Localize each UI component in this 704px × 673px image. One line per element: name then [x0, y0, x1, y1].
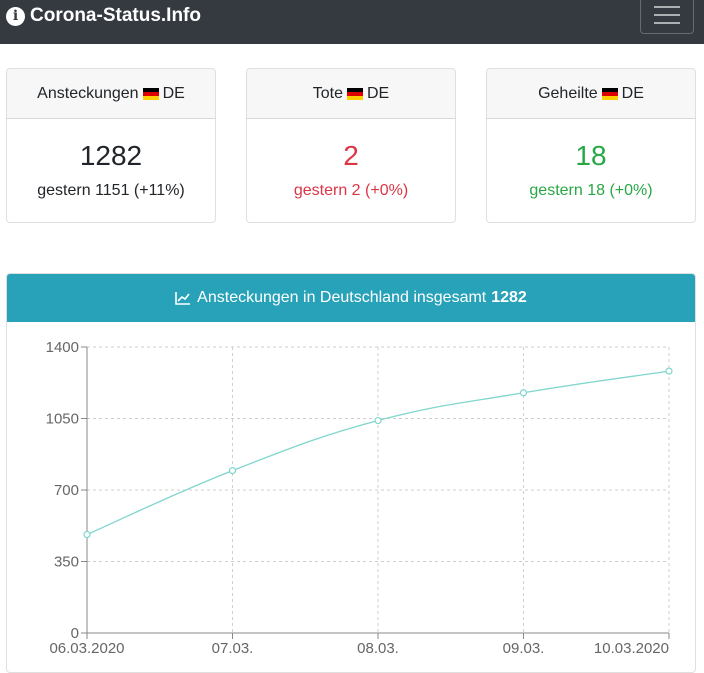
country-code: DE	[162, 84, 185, 102]
stat-yesterday: gestern 18 (+0%)	[529, 182, 653, 199]
navbar-toggler-button[interactable]	[640, 0, 694, 34]
brand-link[interactable]: i Corona-Status.Info	[6, 5, 201, 27]
brand-title: Corona-Status.Info	[30, 5, 201, 26]
card-header: Ansteckungen DE	[7, 69, 215, 119]
card-header: Geheilte DE	[487, 69, 695, 119]
stat-value: 1282	[79, 140, 143, 171]
card-title: Tote	[312, 84, 343, 102]
stat-card-recovered: Geheilte DE 18 gestern 18 (+0%)	[486, 68, 696, 223]
stat-yesterday: gestern 1151 (+11%)	[37, 182, 185, 199]
card-body: 1282 gestern 1151 (+11%)	[7, 139, 215, 200]
card-body: 18 gestern 18 (+0%)	[487, 139, 695, 200]
y-tick-label: 0	[71, 625, 79, 642]
x-tick-label: 08.03.	[357, 640, 399, 657]
stat-card-deaths: Tote DE 2 gestern 2 (+0%)	[246, 68, 456, 223]
info-circle-icon: i	[6, 6, 25, 26]
card-body: 2 gestern 2 (+0%)	[247, 139, 455, 200]
line-chart-icon	[175, 292, 191, 305]
y-tick-label: 1400	[46, 339, 79, 356]
card-title: Ansteckungen	[37, 84, 139, 102]
y-tick-label: 1050	[46, 411, 79, 428]
x-tick-label: 07.03.	[212, 640, 254, 657]
stat-value: 18	[575, 140, 607, 171]
y-tick-label: 700	[54, 482, 79, 499]
data-point	[519, 389, 528, 397]
y-tick-label: 350	[54, 554, 79, 571]
x-tick-label: 06.03.2020	[49, 640, 124, 657]
country-code: DE	[621, 84, 644, 102]
data-point	[665, 367, 673, 375]
hamburger-menu-icon	[654, 22, 680, 24]
stat-yesterday: gestern 2 (+0%)	[293, 182, 409, 199]
hamburger-menu-icon	[654, 14, 680, 16]
data-point	[228, 466, 237, 475]
navbar: i Corona-Status.Info	[0, 0, 704, 44]
chart-header: Ansteckungen in Deutschland insgesamt 12…	[7, 274, 695, 322]
country-code: DE	[367, 84, 390, 102]
card-header: Tote DE	[247, 69, 455, 119]
stat-card-infections: Ansteckungen DE 1282 gestern 1151 (+11%)	[6, 68, 216, 223]
card-title: Geheilte	[538, 84, 598, 102]
chart-header-text: Ansteckungen in Deutschland insgesamt	[197, 289, 487, 306]
x-tick-label: 09.03.	[503, 640, 545, 657]
germany-flag-icon	[142, 87, 159, 100]
germany-flag-icon	[347, 87, 363, 100]
stat-value: 2	[343, 140, 359, 171]
data-point	[83, 530, 91, 539]
hamburger-menu-icon	[654, 6, 680, 8]
data-point	[374, 416, 382, 425]
germany-flag-icon	[601, 87, 618, 100]
line-chart: 0 350 700 1050 1400 06.03.2020 07.03. 08.03. 09.…	[46, 339, 673, 657]
chart-card: Ansteckungen in Deutschland insgesamt 12…	[6, 273, 696, 673]
chart-header-total: 1282	[491, 289, 527, 306]
x-tick-label: 10.03.2020	[594, 640, 669, 657]
